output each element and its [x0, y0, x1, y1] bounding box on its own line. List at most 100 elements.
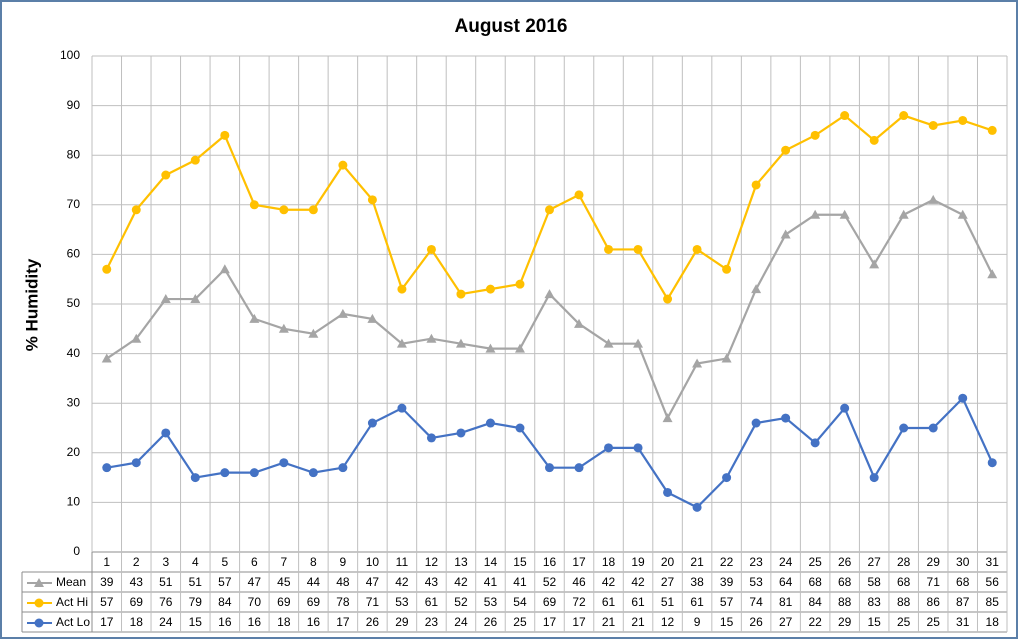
table-value: 64 — [779, 575, 793, 589]
point — [692, 502, 702, 512]
x-tick-label: 7 — [281, 555, 288, 569]
table-value: 27 — [779, 615, 793, 629]
point — [308, 468, 318, 478]
table-value: 25 — [513, 615, 527, 629]
table-value: 61 — [690, 595, 704, 609]
table-value: 61 — [631, 595, 645, 609]
table-value: 38 — [690, 575, 704, 589]
table-value: 17 — [572, 615, 586, 629]
x-tick-label: 11 — [396, 555, 409, 569]
point — [574, 318, 585, 328]
point — [278, 323, 289, 333]
table-value: 56 — [986, 575, 1000, 589]
x-tick-label: 20 — [661, 555, 675, 569]
table-value: 9 — [694, 615, 701, 629]
point — [190, 294, 201, 304]
legend-label: Act Lo — [56, 615, 90, 629]
table-value: 21 — [602, 615, 616, 629]
point — [928, 423, 938, 433]
x-tick-label: 8 — [310, 555, 317, 569]
table-value: 39 — [100, 575, 114, 589]
table-value: 68 — [897, 575, 911, 589]
y-axis-title: % Humidity — [22, 258, 41, 351]
table-value: 15 — [189, 615, 203, 629]
table-value: 79 — [189, 595, 203, 609]
table-value: 29 — [395, 615, 409, 629]
x-tick-label: 25 — [808, 555, 822, 569]
point — [604, 244, 614, 254]
table-value: 42 — [602, 575, 616, 589]
table-value: 42 — [631, 575, 645, 589]
y-tick-label: 90 — [67, 98, 81, 112]
table-value: 48 — [336, 575, 350, 589]
table-value: 68 — [838, 575, 852, 589]
table-value: 45 — [277, 575, 291, 589]
y-tick-label: 30 — [67, 395, 81, 409]
table-value: 69 — [307, 595, 321, 609]
x-tick-label: 5 — [221, 555, 228, 569]
table-value: 57 — [218, 575, 232, 589]
point — [987, 125, 997, 135]
point — [751, 418, 761, 428]
point — [102, 463, 112, 473]
table-value: 83 — [867, 595, 881, 609]
point — [898, 209, 909, 219]
table-value: 53 — [395, 595, 409, 609]
x-tick-label: 10 — [366, 555, 380, 569]
table-value: 21 — [631, 615, 645, 629]
table-value: 43 — [425, 575, 439, 589]
table-value: 24 — [159, 615, 173, 629]
x-tick-label: 29 — [927, 555, 941, 569]
point — [869, 135, 879, 145]
table-value: 76 — [159, 595, 173, 609]
point — [367, 195, 377, 205]
table-value: 87 — [956, 595, 970, 609]
y-tick-label: 50 — [67, 296, 81, 310]
table-value: 23 — [425, 615, 439, 629]
point — [574, 463, 584, 473]
point — [692, 358, 703, 368]
table-value: 47 — [366, 575, 380, 589]
point — [338, 160, 348, 170]
point — [840, 111, 850, 121]
table-value: 24 — [454, 615, 468, 629]
y-tick-label: 0 — [73, 544, 80, 558]
point — [869, 473, 879, 483]
point — [662, 413, 673, 423]
point — [987, 458, 997, 468]
table-value: 15 — [720, 615, 734, 629]
legend-marker — [34, 578, 44, 587]
point — [249, 200, 259, 210]
table-value: 53 — [749, 575, 763, 589]
table-value: 46 — [572, 575, 586, 589]
table-value: 29 — [838, 615, 852, 629]
table-value: 26 — [749, 615, 763, 629]
x-tick-label: 4 — [192, 555, 199, 569]
x-tick-label: 3 — [162, 555, 169, 569]
table-value: 53 — [484, 595, 498, 609]
point — [987, 269, 998, 279]
table-value: 17 — [336, 615, 350, 629]
y-tick-label: 40 — [67, 346, 81, 360]
table-value: 51 — [159, 575, 173, 589]
point — [249, 313, 260, 323]
table-value: 25 — [897, 615, 911, 629]
table-value: 70 — [248, 595, 262, 609]
legend-label: Mean — [56, 575, 86, 589]
table-value: 61 — [602, 595, 616, 609]
point — [456, 289, 466, 299]
table-value: 15 — [867, 615, 881, 629]
y-tick-label: 70 — [67, 197, 81, 211]
point — [515, 423, 525, 433]
point — [220, 130, 230, 140]
point — [810, 438, 820, 448]
legend-marker — [34, 618, 44, 628]
table-value: 57 — [100, 595, 114, 609]
point — [928, 120, 938, 130]
point — [721, 353, 732, 363]
x-tick-label: 30 — [956, 555, 970, 569]
table-value: 86 — [927, 595, 941, 609]
